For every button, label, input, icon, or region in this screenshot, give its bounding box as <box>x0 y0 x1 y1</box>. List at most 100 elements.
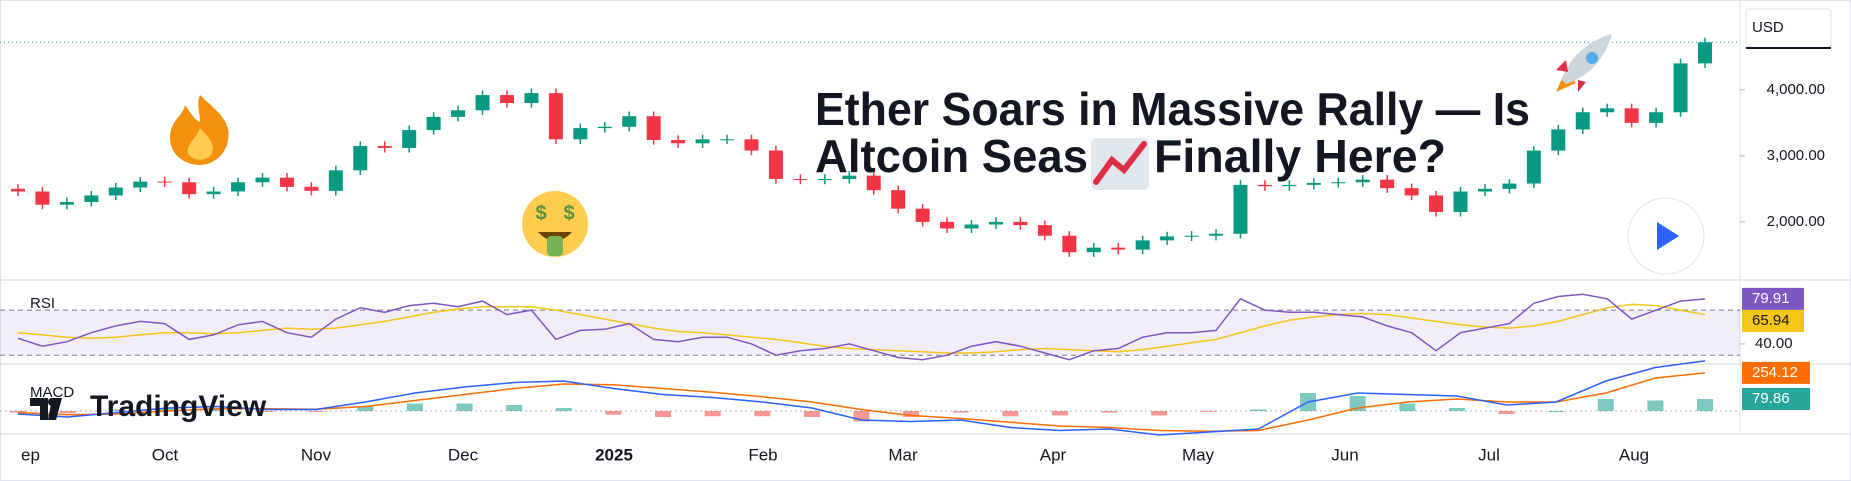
candle-body <box>891 190 906 209</box>
rsi-ma-value-label: 65.94 <box>1752 312 1790 329</box>
x-tick-label: Nov <box>301 445 332 464</box>
macd-histogram-bar <box>1647 400 1664 411</box>
macd-line <box>17 360 1706 436</box>
candle-body <box>377 145 392 148</box>
candle-body <box>11 188 25 192</box>
candle-body <box>304 186 319 191</box>
rsi-value-box <box>1742 287 1804 310</box>
rsi-ma-value-box <box>1742 309 1804 332</box>
candle-body <box>793 178 808 180</box>
rsi-band <box>0 310 1740 356</box>
x-tick-label: May <box>1182 445 1215 464</box>
headline: Ether Soars in Massive Rally — Is <box>815 83 1530 135</box>
x-tick-label: Aug <box>1619 445 1649 464</box>
macd-histogram-bar <box>109 409 126 411</box>
rsi-value-label: 79.91 <box>1752 290 1790 307</box>
candle-body <box>695 139 710 144</box>
x-tick-label: ep <box>21 445 40 464</box>
headline: Finally Here? <box>1154 130 1446 182</box>
candle-body <box>328 170 343 191</box>
candle-body <box>573 128 588 140</box>
tradingview-logo <box>30 398 62 420</box>
candle-body <box>1380 179 1395 189</box>
candle-body <box>1429 195 1444 212</box>
candle-body <box>182 182 197 195</box>
x-tick-label: Mar <box>888 445 918 464</box>
candle-body <box>1282 184 1297 187</box>
macd-histogram-bar <box>456 403 473 411</box>
candle-body <box>35 191 50 205</box>
y-tick-label: 4,000.00 <box>1767 81 1825 98</box>
macd-label: MACD <box>30 384 74 401</box>
svg-text:$: $ <box>563 202 574 224</box>
candle-body <box>157 181 172 183</box>
fire-icon <box>170 95 229 165</box>
macd-histogram-bar <box>952 411 969 413</box>
candle-body <box>255 177 270 183</box>
candle-body <box>866 175 881 191</box>
candle-body <box>1624 108 1639 123</box>
macd-histogram-bar <box>307 411 324 412</box>
candle-body <box>671 139 686 144</box>
x-tick-label: Feb <box>748 445 777 464</box>
x-tick-label: Jun <box>1331 445 1358 464</box>
rsi-tick-label: 40.00 <box>1755 335 1793 352</box>
macd-histogram-bar <box>903 411 920 417</box>
candle-body <box>720 139 735 141</box>
candle-body <box>622 116 637 127</box>
candle-body <box>1649 112 1664 123</box>
macd-histogram-bar <box>1697 399 1713 411</box>
candle-body <box>1477 188 1492 192</box>
macd-hist-box <box>1742 388 1810 411</box>
macd-histogram-bar <box>605 411 622 415</box>
candle-body <box>402 130 417 148</box>
candle-body <box>964 224 979 229</box>
candle-body <box>1526 150 1541 184</box>
candle-body <box>426 116 441 131</box>
macd-histogram-bar <box>406 403 423 411</box>
candle-body <box>548 93 563 140</box>
candle-body <box>1135 240 1150 250</box>
candle-body <box>133 181 148 188</box>
y-tick-label: 3,000.00 <box>1767 147 1825 164</box>
candle-body <box>940 221 955 229</box>
macd-histogram-bar <box>1002 411 1019 417</box>
macd-histogram-bar <box>655 411 672 417</box>
headline: Altcoin Seas <box>815 130 1088 182</box>
rsi-label: RSI <box>30 295 55 312</box>
x-tick-label: Apr <box>1040 445 1067 464</box>
candle-body <box>1502 183 1517 189</box>
candle-body <box>1600 108 1615 113</box>
candle-body <box>1404 188 1419 196</box>
macd-histogram-bar <box>1051 411 1068 416</box>
candle-body <box>1037 225 1052 236</box>
macd-histogram-bar <box>1200 411 1217 412</box>
candle-body <box>1331 182 1346 184</box>
macd-histogram-bar <box>555 408 572 411</box>
macd-hist-value: 79.86 <box>1752 390 1790 407</box>
candle-body <box>817 178 832 180</box>
play-button[interactable] <box>1627 197 1705 275</box>
macd-histogram-bar <box>754 411 771 417</box>
rocket-icon <box>1556 34 1612 92</box>
candle-body <box>1209 233 1224 236</box>
candle-body <box>1184 235 1199 237</box>
rsi-line <box>17 293 1706 361</box>
candle-body <box>84 195 99 203</box>
macd-histogram-bar <box>506 405 523 411</box>
candle-body <box>451 110 466 117</box>
candle-body <box>108 187 123 196</box>
macd-histogram-bar <box>158 408 175 411</box>
candle-body <box>744 139 759 151</box>
candle-body <box>1111 247 1126 250</box>
x-tick-label: Oct <box>152 445 179 464</box>
candle-body <box>475 95 490 111</box>
macd-histogram-bar <box>1548 411 1565 412</box>
rsi-ma-line <box>17 303 1706 354</box>
candle-body <box>1257 184 1272 187</box>
x-tick-label: Dec <box>448 445 479 464</box>
candle-body <box>524 93 539 104</box>
macd-histogram-bar <box>803 411 820 417</box>
macd-histogram-bar <box>853 411 870 422</box>
